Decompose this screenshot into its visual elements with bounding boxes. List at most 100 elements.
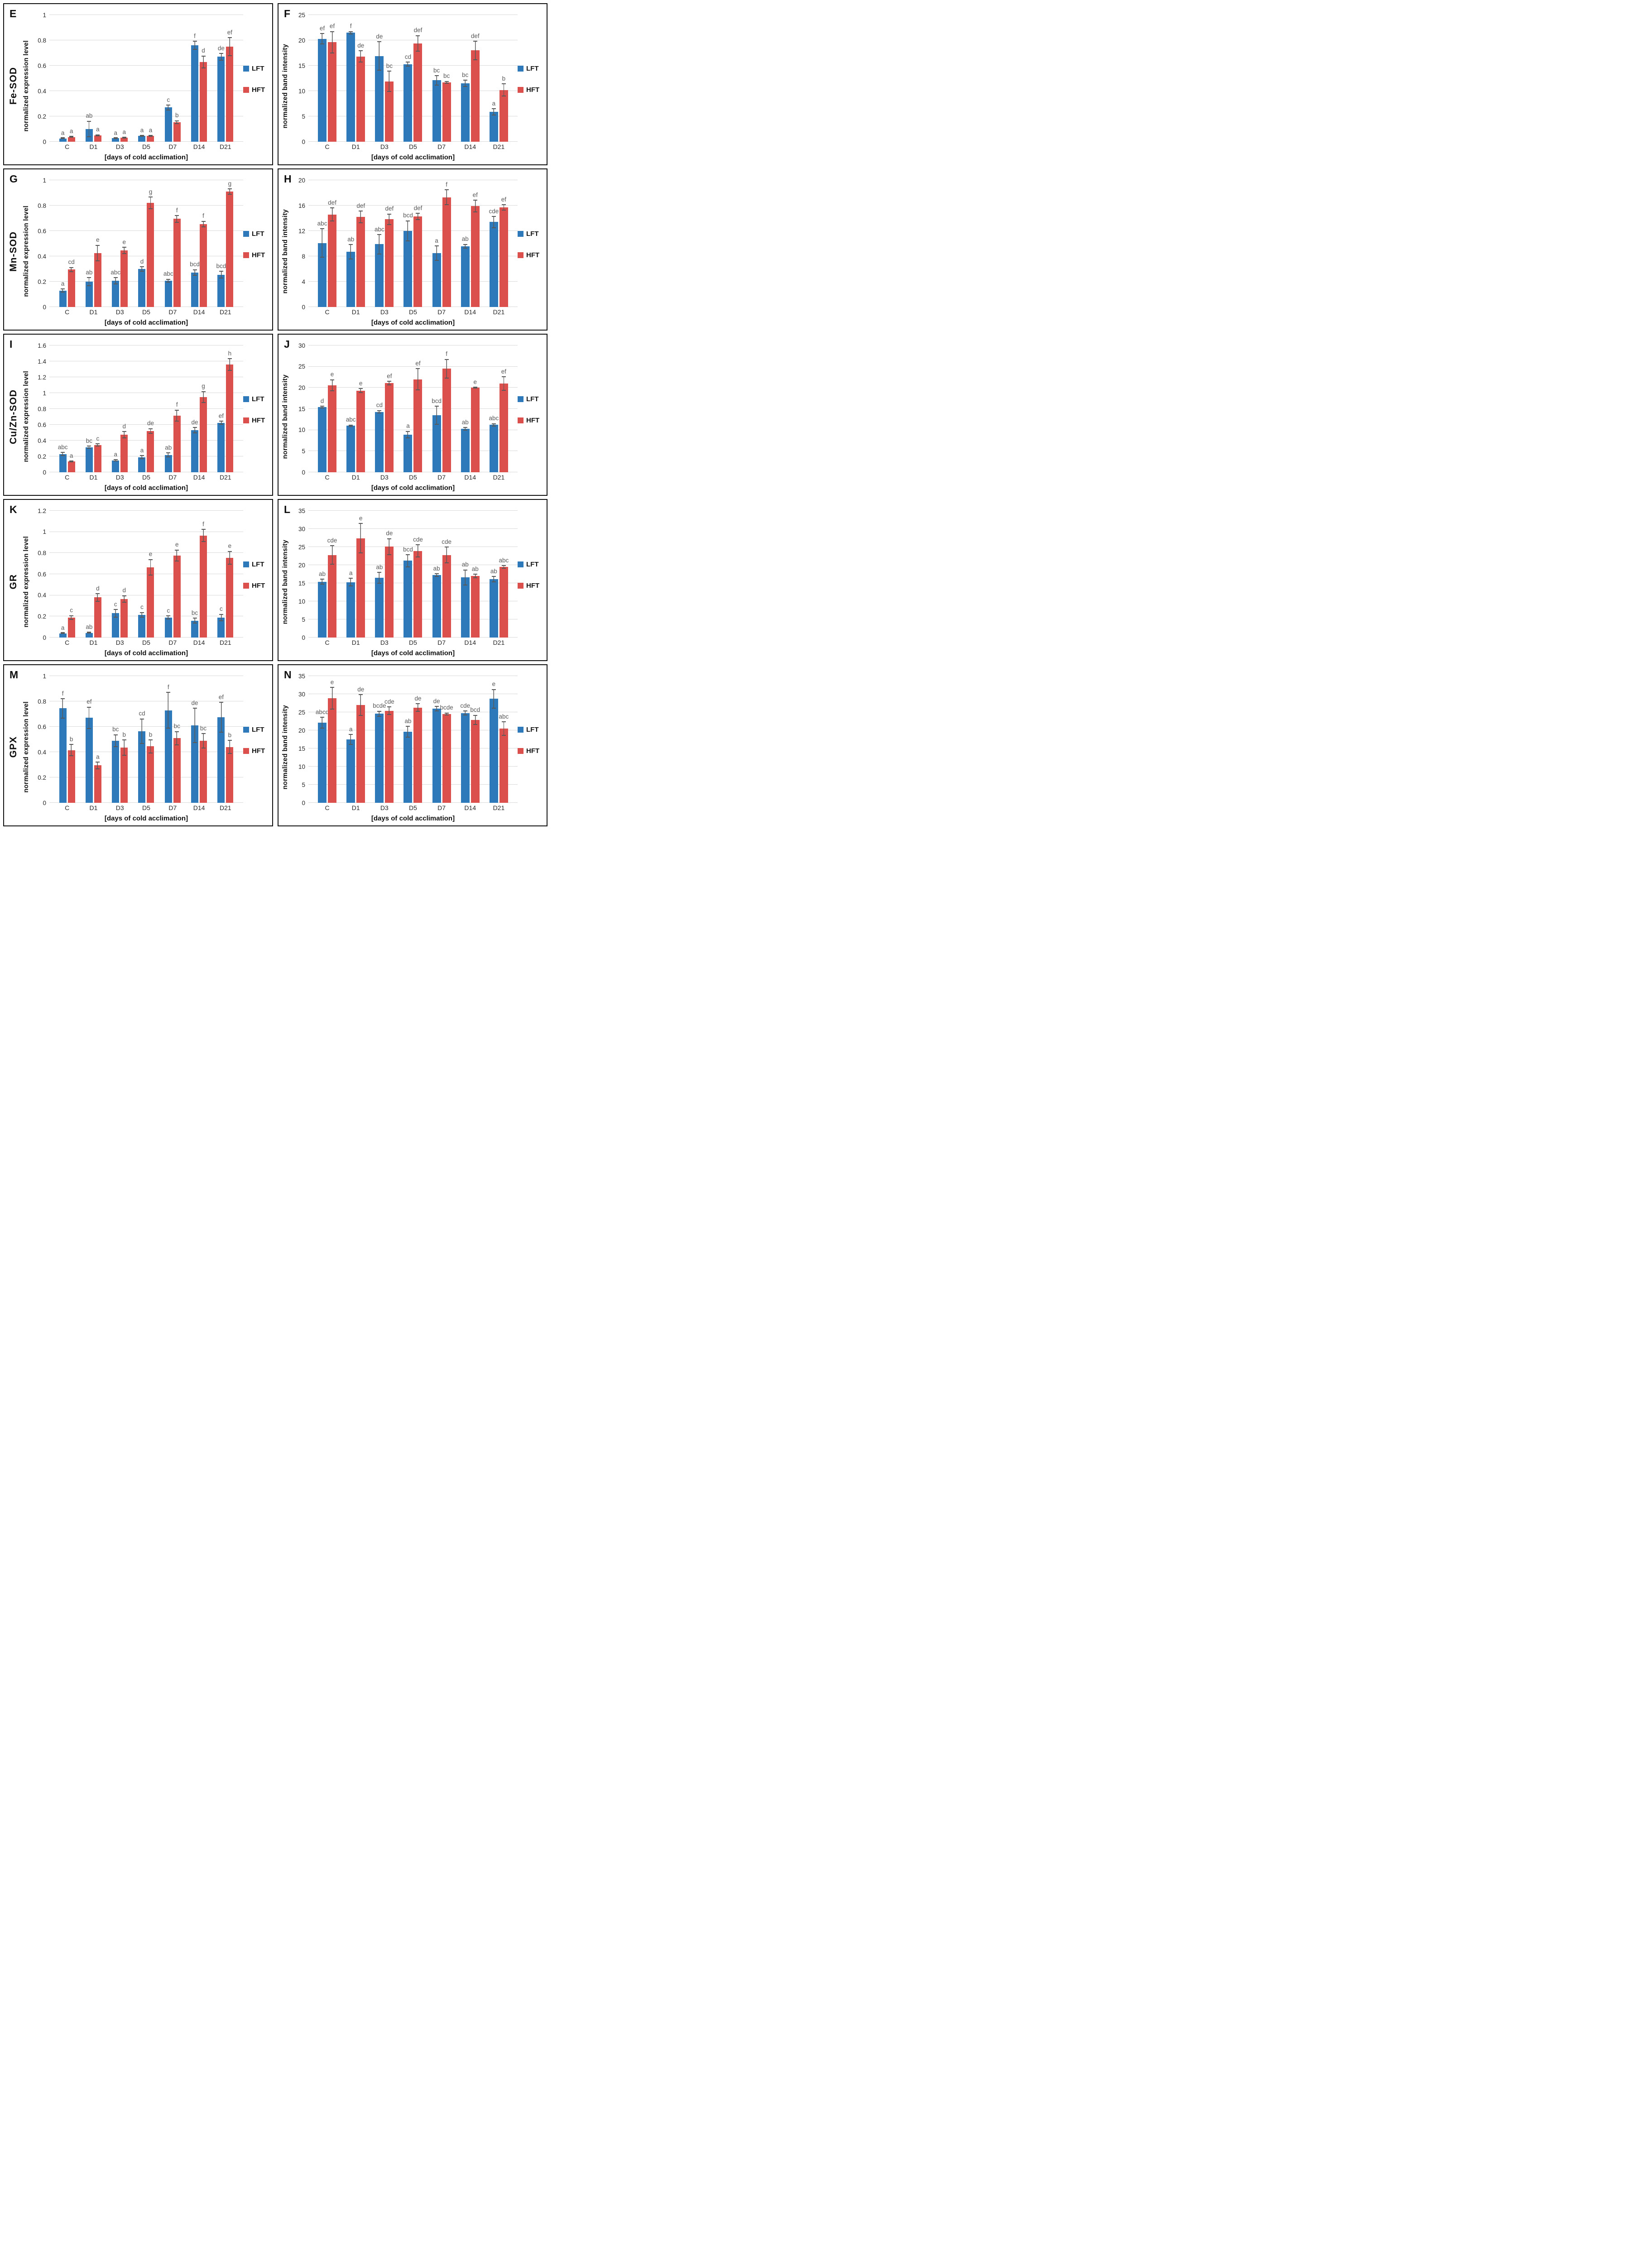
y-tick-label: 20 [298,384,305,391]
bar-slot-lft-D21: a [489,15,498,142]
bar-group-C: abc def [313,180,341,307]
plot-area: d e abc e cd ef a ef bcd f ab e abc ef [308,345,518,472]
y-tick-label: 5 [302,113,305,120]
y-axis-title: normalized band intensity [280,10,290,163]
x-tick-label-D7: D7 [168,143,177,150]
error-bar [201,55,206,68]
legend-item-lft: LFT [243,395,269,403]
bar-group-D5: a de [133,345,159,472]
bar-slot-lft-C: a [59,511,67,638]
x-tick-label-D7: D7 [437,639,446,646]
bar-slot-lft-D21: de [217,15,225,142]
bar-M-D3-hft [120,748,128,803]
bar-M-D14-hft [200,740,207,803]
significance-letter: a [435,237,438,244]
error-bar [377,410,382,414]
y-tick-label: 20 [298,37,305,44]
y-axis-title-text: normalized band intensity [282,705,289,790]
bar-group-D1: f de [341,15,370,142]
legend-label-hft: HFT [252,251,265,259]
bar-L-D5-hft [413,551,423,638]
legend-swatch-lft [243,561,249,567]
legend-swatch-lft [518,66,523,72]
panel-letter-G: G [10,173,18,185]
bar-slot-lft-D7: abc [163,180,173,307]
significance-letter: abc [499,713,509,720]
bar-N-D14-lft [461,713,470,803]
x-tick-labels: C D1 D3 D5 D7 D14 D21 [308,307,518,317]
error-bar [122,431,126,438]
error-bar [61,698,65,719]
error-bar [359,694,363,716]
x-tick-labels: C D1 D3 D5 D7 D14 D21 [49,638,243,648]
bar-slot-lft-D3: de [375,15,384,142]
legend: LFT HFT [243,505,269,658]
y-tick-label: 0.8 [38,202,46,209]
panel-letter-L: L [284,504,291,515]
significance-letter: ef [415,360,421,367]
bar-H-D5-lft [403,231,413,307]
gridline [308,784,518,785]
gridline [49,65,243,66]
bar-slot-hft-D3: d [120,511,128,638]
significance-letter: c [167,96,170,103]
bar-slot-lft-D7: c [164,511,172,638]
legend-swatch-lft [243,66,249,72]
y-tick-label: 0.4 [38,437,46,444]
bar-K-D21-hft [226,557,234,638]
legend-item-lft: LFT [518,230,544,238]
bar-I-C-lft [59,454,67,472]
gridline [49,637,243,638]
bar-slot-lft-C: ab [318,511,327,638]
bar-slot-lft-D14: bc [461,15,470,142]
x-tick-label-C: C [65,804,70,811]
bar-E-D5-lft [138,136,146,142]
x-axis-title: [days of cold acclimation] [104,484,188,492]
legend-label-hft: HFT [252,582,265,590]
gridline [308,230,518,231]
bar-N-D3-lft [375,714,384,803]
legend-item-hft: HFT [518,582,544,590]
legend-item-hft: HFT [243,417,269,424]
error-bar [139,612,144,618]
y-tick-label: 0.2 [38,453,46,460]
error-bar [192,269,197,276]
legend-label-lft: LFT [526,65,539,72]
bar-slot-hft-D5: cde [413,511,423,638]
error-bar [434,706,439,711]
error-bar [406,62,410,67]
chart-area: 0 4 8 12 16 20 abc def ab def abc def bcd def a f ab ef cd… [290,177,518,328]
error-bar [227,188,232,195]
error-bar [320,579,325,585]
error-bar [69,744,74,757]
significance-letter: e [96,236,100,244]
bar-F-D7-lft [432,80,441,142]
bar-H-C-hft [328,214,337,307]
x-tick-label-D1: D1 [351,308,360,316]
significance-letter: ab [165,444,172,451]
significance-letter: de [357,42,365,49]
bar-H-D3-hft [385,219,394,307]
bar-group-D3: ab de [370,511,399,638]
bar-slot-lft-C: ef [318,15,327,142]
bar-I-D1-hft [94,445,101,472]
error-bar [61,288,65,293]
error-bar [387,71,392,92]
bar-slot-hft-D1: e [356,345,365,472]
y-tick-labels: 0 0.2 0.4 0.6 0.8 1 [31,12,49,144]
gridline [308,408,518,409]
error-bar [377,710,382,717]
significance-letter: f [446,181,448,188]
bar-group-D21: ab abc [485,511,513,638]
panel-letter-E: E [10,8,17,19]
bar-K-D14-lft [191,620,199,638]
y-tick-label: 25 [298,709,305,716]
y-tick-label: 1 [43,389,46,397]
significance-letter: abc [317,220,327,227]
error-bar [387,381,392,385]
error-bar [359,523,363,554]
bar-slot-lft-D7: ab [432,511,441,638]
bar-slot-hft-D21: ef [499,345,508,472]
